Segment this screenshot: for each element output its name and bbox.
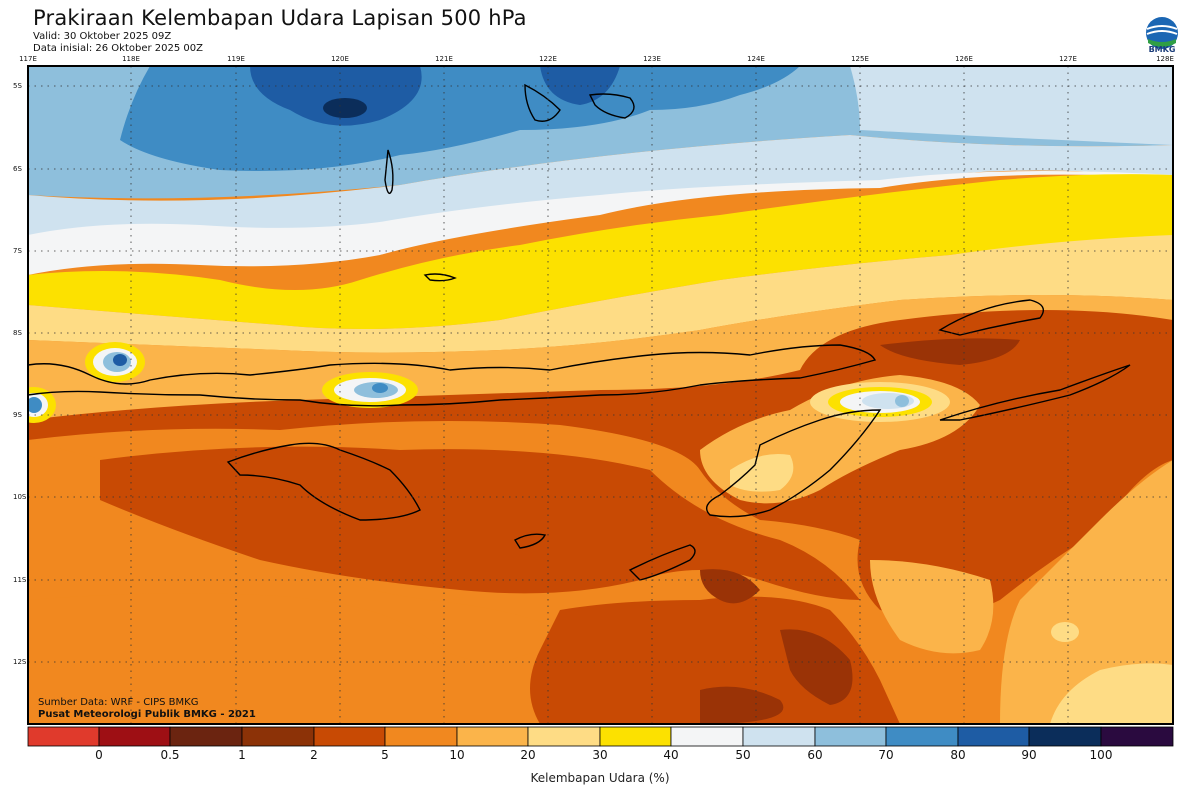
colorbar-swatch-5: [384, 726, 458, 747]
colorbar-swatch-15: [1100, 726, 1174, 747]
lon-label: 120E: [331, 55, 349, 63]
colorbar-swatch-7: [527, 726, 601, 747]
lat-label: 5S: [13, 82, 22, 90]
data-source-credit: Sumber Data: WRF - CIPS BMKG: [38, 697, 199, 708]
colorbar-tick: 0.5: [160, 748, 180, 762]
colorbar-tick: 40: [663, 748, 679, 762]
colorbar-swatch-12: [885, 726, 959, 747]
colorbar-tick: 100: [1089, 748, 1113, 762]
lon-label: 122E: [539, 55, 557, 63]
lon-label: 124E: [747, 55, 765, 63]
colorbar-label: Kelembapan Udara (%): [530, 771, 670, 785]
colorbar-swatch-0: [27, 726, 100, 747]
colorbar-tick: 0: [95, 748, 103, 762]
lon-label: 128E: [1156, 55, 1174, 63]
colorbar-tick: 90: [1021, 748, 1037, 762]
init-time: Data inisial: 26 Oktober 2025 00Z: [33, 43, 203, 54]
lon-label: 118E: [122, 55, 140, 63]
lon-label: 121E: [435, 55, 453, 63]
map-title: Prakiraan Kelembapan Udara Lapisan 500 h…: [33, 6, 527, 30]
colorbar-swatch-10: [742, 726, 816, 747]
colorbar-swatch-14: [1028, 726, 1102, 747]
lon-label: 125E: [851, 55, 869, 63]
colorbar-swatch-8: [599, 726, 672, 747]
colorbar-tick: 50: [735, 748, 751, 762]
colorbar: [27, 726, 1174, 747]
humidity-field: [28, 66, 1173, 724]
colorbar-swatch-3: [241, 726, 315, 747]
lat-label: 11S: [13, 576, 27, 584]
colorbar-tick: 80: [950, 748, 966, 762]
lat-label: 7S: [13, 247, 22, 255]
valid-time: Valid: 30 Oktober 2025 09Z: [33, 31, 172, 42]
colorbar-swatch-2: [169, 726, 243, 747]
map-frame: [27, 65, 1174, 725]
lat-label: 12S: [13, 658, 27, 666]
colorbar-swatch-6: [456, 726, 529, 747]
colorbar-swatch-11: [814, 726, 887, 747]
colorbar-tick: 2: [310, 748, 318, 762]
lat-label: 9S: [13, 411, 22, 419]
lat-label: 6S: [13, 165, 22, 173]
lon-label: 123E: [643, 55, 661, 63]
colorbar-swatch-4: [313, 726, 386, 747]
colorbar-tick: 20: [520, 748, 536, 762]
colorbar-swatch-9: [670, 726, 744, 747]
lon-label: 127E: [1059, 55, 1077, 63]
bmkg-logo-icon: [1146, 17, 1178, 49]
organization-credit: Pusat Meteorologi Publik BMKG - 2021: [38, 709, 256, 720]
lon-label: 126E: [955, 55, 973, 63]
colorbar-tick: 70: [878, 748, 894, 762]
colorbar-tick: 1: [238, 748, 246, 762]
colorbar-tick: 10: [449, 748, 465, 762]
colorbar-tick: 30: [592, 748, 608, 762]
colorbar-swatch-1: [98, 726, 171, 747]
colorbar-tick: 60: [807, 748, 823, 762]
bmkg-logo-text: BMKG: [1148, 45, 1176, 54]
lat-label: 8S: [13, 329, 22, 337]
lon-label: 119E: [227, 55, 245, 63]
colorbar-tick: 5: [381, 748, 389, 762]
colorbar-swatch-13: [957, 726, 1030, 747]
lat-label: 10S: [13, 493, 27, 501]
graticule: [28, 66, 1173, 724]
lon-label: 117E: [19, 55, 37, 63]
